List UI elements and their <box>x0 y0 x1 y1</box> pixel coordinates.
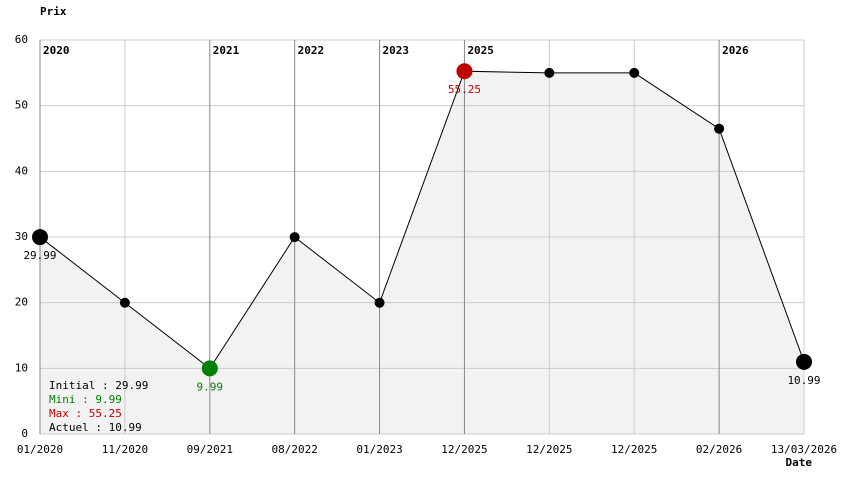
x-tick-label: 08/2022 <box>271 443 317 456</box>
y-tick-label: 30 <box>15 230 28 243</box>
y-tick-label: 20 <box>15 296 28 309</box>
year-label: 2021 <box>213 44 240 57</box>
x-tick-label: 12/2025 <box>611 443 657 456</box>
value-label: 29.99 <box>23 249 56 262</box>
point <box>629 67 640 78</box>
x-tick-label: 12/2025 <box>441 443 487 456</box>
year-label: 2020 <box>43 44 70 57</box>
y-tick-label: 40 <box>15 164 28 177</box>
year-label: 2022 <box>298 44 325 57</box>
area <box>40 71 804 435</box>
value-label: 10.99 <box>787 374 820 387</box>
x-tick-label: 13/03/2026 <box>771 443 837 456</box>
x-tick-label: 09/2021 <box>187 443 233 456</box>
legend-text: Initial : 29.99 <box>49 379 148 392</box>
year-label: 2025 <box>467 44 494 57</box>
y-tick-label: 10 <box>15 361 28 374</box>
point <box>201 360 218 377</box>
point <box>544 67 555 78</box>
x-tick-label: 11/2020 <box>102 443 148 456</box>
x-axis-label: Date <box>786 456 813 469</box>
year-label: 2026 <box>722 44 749 57</box>
price-line <box>39 70 805 370</box>
x-tick-label: 02/2026 <box>696 443 742 456</box>
point <box>119 297 130 308</box>
point <box>289 232 300 243</box>
y-tick-label: 60 <box>15 33 28 46</box>
legend-text: Mini : 9.99 <box>49 393 122 406</box>
y-tick-label: 50 <box>15 99 28 112</box>
point <box>456 63 473 80</box>
legend-text: Max : 55.25 <box>49 407 122 420</box>
x-tick-label: 01/2023 <box>356 443 402 456</box>
point <box>32 229 48 246</box>
value-label: 9.99 <box>197 380 224 393</box>
point <box>374 297 385 308</box>
y-axis-label: Prix <box>40 5 67 18</box>
year-label: 2023 <box>383 44 410 57</box>
legend-text: Actuel : 10.99 <box>49 421 142 434</box>
point <box>796 353 812 370</box>
y-tick-label: 0 <box>21 427 28 440</box>
value-label: 55.25 <box>448 83 481 96</box>
point <box>714 123 725 134</box>
x-tick-label: 01/2020 <box>17 443 63 456</box>
x-tick-label: 12/2025 <box>526 443 572 456</box>
